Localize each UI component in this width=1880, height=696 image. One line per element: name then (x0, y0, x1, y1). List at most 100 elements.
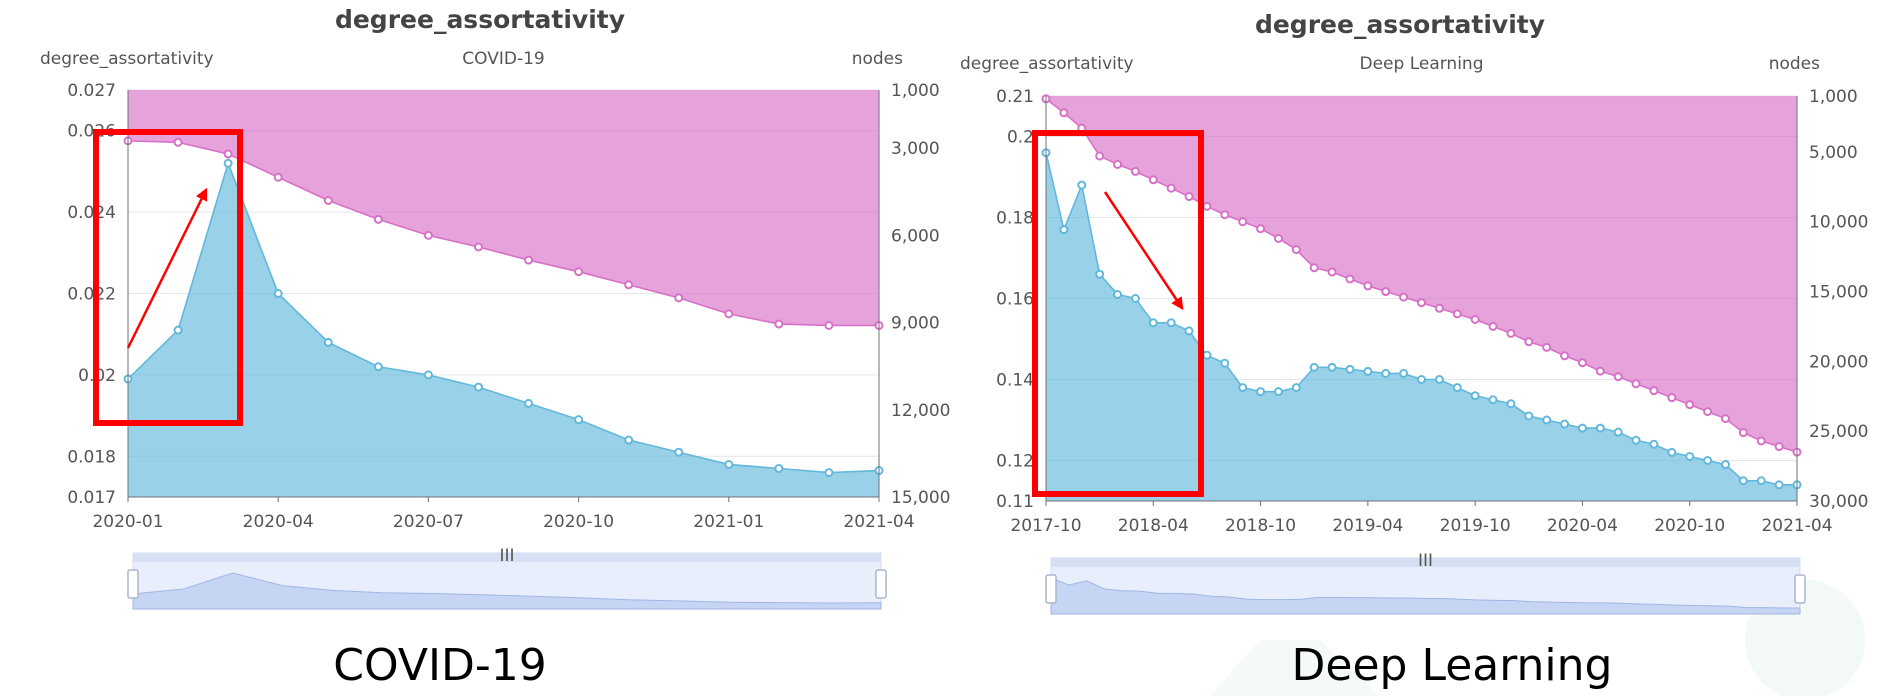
x-tick-label: 2018-10 (1225, 516, 1296, 536)
nodes-point (1273, 233, 1283, 243)
assortativity-point (1434, 375, 1444, 384)
nodes-point (1327, 267, 1337, 277)
assortativity-point (1273, 387, 1283, 397)
assortativity-point (1738, 476, 1748, 486)
y-tick-label: 0.21 (996, 87, 1034, 107)
assortativity-point (524, 398, 534, 408)
nodes-point (1631, 379, 1641, 389)
covid-chart-panel: degree_assortativity COVID-19 degree_assor… (40, 5, 950, 691)
nodes-point (624, 280, 634, 290)
y2-tick-label: 1,000 (1809, 87, 1858, 107)
assortativity-point (1399, 368, 1409, 378)
assortativity-point (1703, 456, 1713, 465)
nodes-point (1703, 407, 1713, 417)
nodes-point (1291, 245, 1301, 255)
assortativity-point (1524, 411, 1534, 421)
trend-arrow (1103, 191, 1184, 311)
assortativity-point (1685, 451, 1695, 461)
nodes-point (1059, 108, 1069, 118)
nodes-point (1309, 263, 1319, 273)
assortativity-point (724, 459, 734, 469)
nodes-area (128, 90, 879, 326)
nodes-point (1363, 281, 1373, 291)
x-tick-label: 2017-10 (1010, 516, 1081, 536)
nodes-point (1399, 292, 1409, 302)
datazoom-grip: III (499, 546, 514, 566)
assortativity-point (1488, 395, 1498, 405)
nodes-point (1524, 337, 1534, 347)
nodes-point (1506, 328, 1516, 338)
nodes-point (1202, 201, 1212, 211)
deep-learning-chart-panel: degree_assortativity Deep Learning degree_… (960, 10, 1868, 691)
datazoom-handle-bar (133, 553, 881, 562)
datazoom-right-handle[interactable] (1794, 574, 1806, 604)
assortativity-point (1577, 423, 1587, 433)
assortativity-point (1184, 326, 1194, 336)
datazoom-preview (132, 572, 882, 610)
assortativity-point (1130, 294, 1140, 303)
datazoom-handle-bar (1051, 558, 1800, 567)
assortativity-point (1327, 362, 1337, 372)
nodes-point (724, 309, 734, 319)
panel-caption: Deep Learning (1292, 640, 1613, 691)
chart-title: degree_assortativity (335, 5, 625, 34)
datazoom-left-handle[interactable] (127, 569, 139, 599)
assortativity-point (774, 464, 784, 474)
datazoom-right-handle[interactable] (875, 569, 887, 599)
assortativity-point (1059, 225, 1069, 235)
assortativity-point (1756, 476, 1766, 486)
nodes-point (1238, 217, 1248, 227)
y2-tick-label: 15,000 (1809, 283, 1868, 303)
x-tick-label: 2020-07 (393, 512, 464, 532)
datazoom-preview (1050, 577, 1801, 615)
assortativity-point (1309, 362, 1319, 372)
assortativity-point (1113, 289, 1123, 299)
assortativity-point (1202, 350, 1212, 360)
assortativity-line (127, 160, 880, 474)
nodes-point (1649, 386, 1659, 396)
nodes-point (1095, 151, 1105, 161)
nodes-line (127, 140, 879, 327)
assortativity-point (473, 382, 483, 392)
y-tick-label: 0.022 (67, 285, 116, 305)
nodes-point (1166, 183, 1176, 193)
nodes-point (574, 267, 584, 277)
assortativity-point (1720, 460, 1730, 470)
datazoom-slider[interactable]: III (127, 546, 887, 610)
assortativity-point (1649, 439, 1659, 449)
datazoom-slider[interactable]: III (1045, 551, 1806, 615)
chart-subtitle: COVID-19 (462, 49, 544, 69)
x-tick-label: 2020-04 (243, 512, 314, 532)
assortativity-point (1256, 387, 1266, 397)
assortativity-point (223, 158, 233, 168)
nodes-point (1595, 366, 1605, 376)
assortativity-point (1542, 415, 1552, 425)
nodes-point (524, 255, 534, 265)
assortativity-point (1506, 399, 1516, 409)
nodes-area (1046, 96, 1797, 453)
assortativity-point (574, 415, 584, 425)
y2-tick-label: 9,000 (891, 314, 940, 334)
nodes-point (1148, 175, 1158, 185)
assortativity-point (1363, 366, 1373, 376)
assortativity-point (1095, 269, 1105, 279)
nodes-point (1577, 358, 1587, 368)
datazoom-left-handle[interactable] (1045, 574, 1057, 604)
y2-tick-label: 5,000 (1809, 143, 1858, 163)
nodes-point (674, 293, 684, 303)
assortativity-point (1470, 391, 1480, 401)
y-tick-label: 0.017 (67, 488, 116, 508)
nodes-point (1667, 393, 1677, 403)
x-tick-label: 2019-10 (1440, 516, 1511, 536)
nodes-point (473, 242, 483, 252)
assortativity-point (323, 337, 333, 347)
nodes-point (1774, 442, 1784, 452)
nodes-point (824, 320, 834, 330)
assortativity-point (1291, 383, 1301, 393)
y-tick-label: 0.18 (996, 209, 1034, 229)
y-tick-label: 0.14 (996, 371, 1034, 391)
x-tick-label: 2020-10 (1654, 516, 1725, 536)
nodes-point (1685, 400, 1695, 410)
assortativity-point (1595, 423, 1605, 433)
